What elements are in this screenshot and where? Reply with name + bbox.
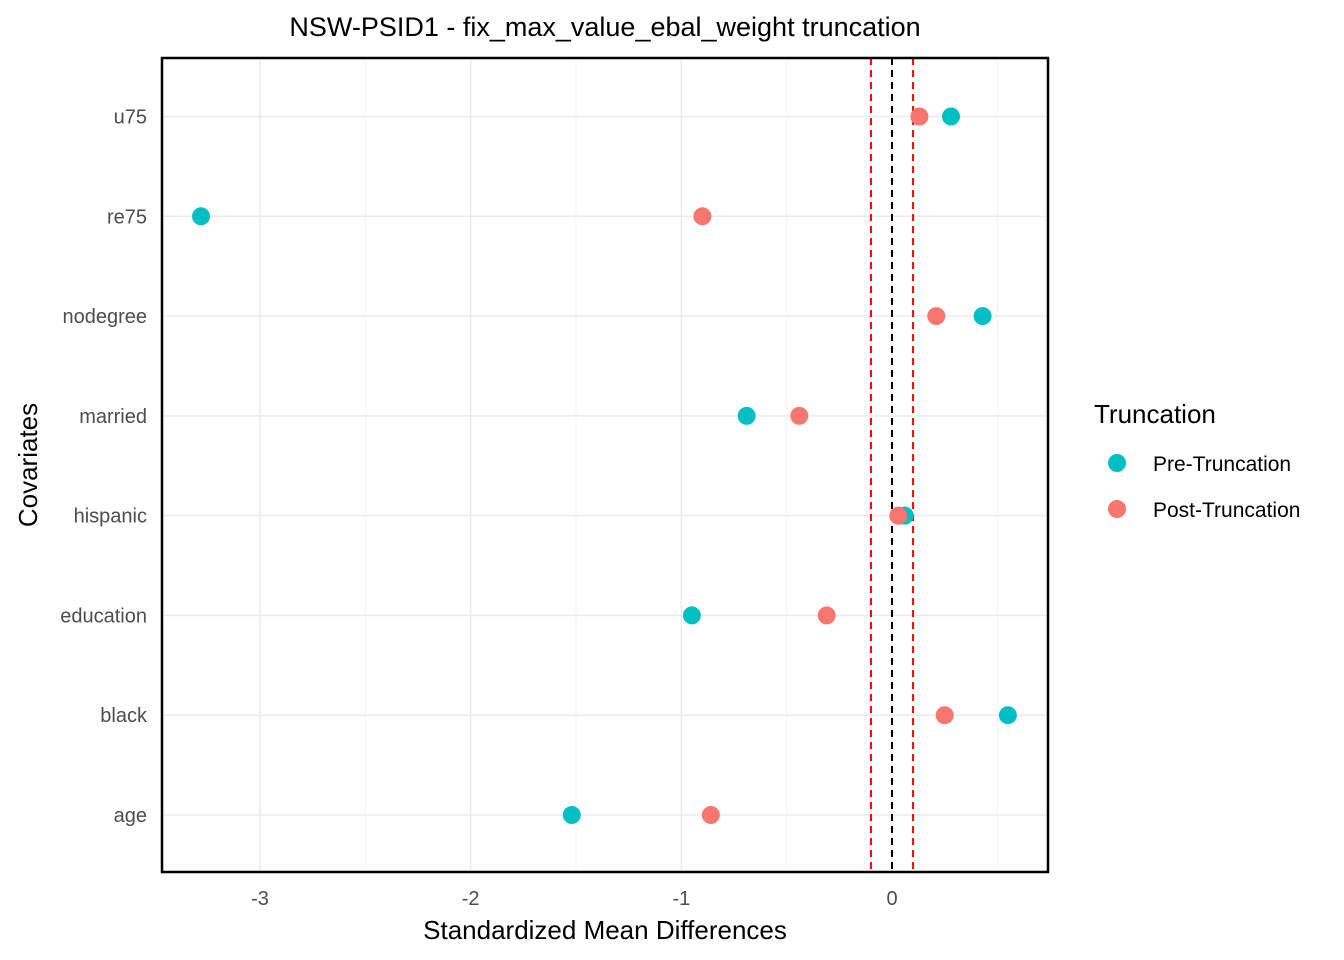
data-point bbox=[927, 307, 946, 326]
y-tick-labels: age black education hispanic married nodegree… bbox=[60, 107, 148, 828]
data-point bbox=[973, 307, 992, 326]
legend-label: Post-Truncation bbox=[1153, 499, 1300, 522]
reference-lines bbox=[869, 58, 915, 872]
data-point bbox=[935, 706, 954, 725]
chart-title: NSW-PSID1 - fix_max_value_ebal_weight tr… bbox=[289, 12, 920, 42]
y-tick-label: black bbox=[100, 705, 148, 727]
legend-items: Pre-Truncation Post-Truncation bbox=[1108, 453, 1300, 522]
x-tick-label: -1 bbox=[672, 888, 690, 910]
y-tick-label: married bbox=[79, 406, 147, 428]
x-axis-title: Standardized Mean Differences bbox=[423, 915, 787, 945]
y-tick-label: age bbox=[114, 805, 147, 827]
x-tick-label: 0 bbox=[886, 888, 897, 910]
y-tick-label: u75 bbox=[114, 107, 147, 129]
data-point bbox=[817, 606, 836, 625]
legend-title: Truncation bbox=[1094, 399, 1216, 429]
x-tick-label: -3 bbox=[251, 888, 269, 910]
data-point bbox=[682, 606, 701, 625]
data-point bbox=[941, 107, 960, 126]
data-point bbox=[998, 706, 1017, 725]
grid-layer bbox=[162, 58, 1048, 872]
points-layer bbox=[192, 107, 1017, 824]
x-tick-label: -2 bbox=[462, 888, 480, 910]
legend-key bbox=[1108, 500, 1126, 518]
data-point bbox=[737, 406, 756, 425]
panel-border bbox=[160, 56, 1050, 874]
y-tick-label: education bbox=[60, 605, 147, 627]
data-point bbox=[910, 107, 929, 126]
data-point bbox=[889, 506, 908, 525]
y-axis-title: Covariates bbox=[13, 403, 43, 527]
data-point bbox=[701, 806, 720, 824]
data-point bbox=[562, 806, 581, 824]
y-tick-label: hispanic bbox=[74, 506, 147, 528]
legend: Truncation Pre-Truncation Post-Truncation bbox=[1094, 399, 1300, 522]
y-tick-label: nodegree bbox=[62, 306, 147, 328]
legend-label: Pre-Truncation bbox=[1153, 453, 1291, 476]
data-point bbox=[192, 207, 211, 226]
data-point bbox=[693, 207, 712, 226]
y-tick-label: re75 bbox=[107, 206, 147, 228]
data-point bbox=[790, 406, 809, 425]
x-tick-labels: -3 -2 -1 0 bbox=[251, 888, 897, 910]
legend-key bbox=[1108, 454, 1126, 472]
